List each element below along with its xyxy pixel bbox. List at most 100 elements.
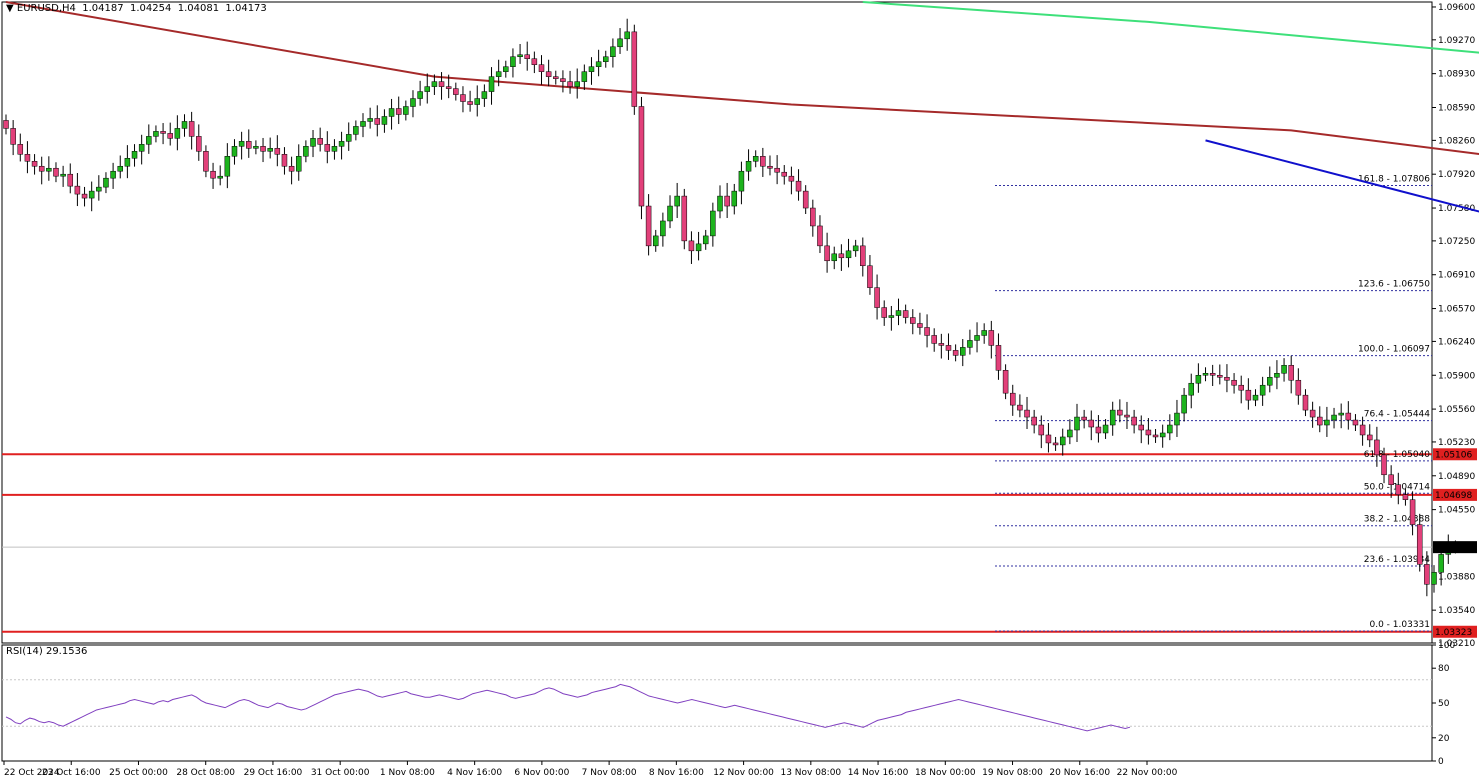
candle-bear bbox=[553, 76, 559, 79]
candle-bear bbox=[1388, 474, 1394, 485]
y-tick-label: 1.07250 bbox=[1438, 237, 1475, 247]
y-tick-label: 1.03540 bbox=[1438, 606, 1475, 616]
price-label-text: 1.05106 bbox=[1435, 450, 1472, 460]
candle-bull bbox=[1338, 412, 1344, 416]
x-tick-label: 8 Nov 16:00 bbox=[649, 768, 704, 778]
x-tick-label: 29 Oct 16:00 bbox=[244, 768, 303, 778]
price-label-box bbox=[1433, 488, 1477, 501]
candle-bear bbox=[1024, 409, 1030, 418]
candle-bull bbox=[895, 310, 902, 316]
candle-bull bbox=[117, 165, 123, 172]
main-panel-frame bbox=[1, 1, 1433, 644]
candle-bear bbox=[1017, 404, 1023, 411]
candle-bear bbox=[874, 287, 880, 308]
candle-bull bbox=[1181, 394, 1187, 414]
candle-bull bbox=[138, 144, 145, 152]
candle-bear bbox=[1224, 376, 1230, 381]
candle-bear bbox=[1374, 439, 1380, 456]
price-label-box bbox=[1433, 541, 1477, 554]
candle-bear bbox=[1416, 524, 1423, 565]
candle-bear bbox=[317, 138, 323, 145]
candle-bear bbox=[724, 195, 730, 207]
candle-bull bbox=[381, 116, 388, 125]
candle-bull bbox=[1274, 373, 1280, 378]
candle-bull bbox=[174, 128, 181, 139]
candle-bear bbox=[1095, 426, 1102, 434]
price-label-box bbox=[1433, 448, 1477, 461]
candle-bull bbox=[717, 195, 723, 212]
x-tick-label: 25 Oct 00:00 bbox=[109, 768, 168, 778]
candle-bear bbox=[524, 54, 530, 59]
y-tick-label: 1.06910 bbox=[1438, 271, 1475, 281]
candle-bull bbox=[238, 141, 245, 147]
x-tick-label: 18 Nov 00:00 bbox=[915, 768, 976, 778]
candle-bear bbox=[638, 106, 645, 207]
candle-bull bbox=[124, 158, 131, 167]
candle-bull bbox=[1174, 412, 1180, 426]
y-tick-label: 1.07580 bbox=[1438, 204, 1475, 214]
candle-bear bbox=[631, 31, 638, 107]
candle-bear bbox=[860, 245, 866, 267]
candle-bear bbox=[810, 207, 816, 227]
rsi-y-tick-label: 80 bbox=[1438, 664, 1450, 674]
candle-bear bbox=[395, 108, 402, 115]
rsi-y-tick-label: 0 bbox=[1438, 757, 1444, 767]
price-label-box bbox=[1433, 625, 1477, 638]
candle-bear bbox=[881, 307, 887, 318]
candle-bear bbox=[688, 240, 695, 252]
candle-bull bbox=[517, 54, 523, 57]
candle-bear bbox=[1238, 384, 1244, 391]
open-value: 1.04187 bbox=[82, 3, 124, 14]
candle-bear bbox=[1081, 416, 1087, 421]
x-tick-label: 13 Nov 08:00 bbox=[780, 768, 841, 778]
candle-bear bbox=[910, 317, 916, 324]
candle-bear bbox=[1366, 434, 1373, 441]
candle-bear bbox=[31, 161, 38, 167]
candle-bear bbox=[902, 310, 909, 318]
candle-bull bbox=[410, 98, 416, 107]
candle-bull bbox=[267, 148, 273, 152]
candle-bear bbox=[1031, 416, 1037, 426]
y-tick-label: 1.08590 bbox=[1438, 104, 1475, 114]
candle-bear bbox=[988, 330, 995, 346]
symbol-label: EURUSD,H4 bbox=[16, 3, 76, 14]
candle-bear bbox=[160, 131, 166, 134]
candle-bull bbox=[231, 146, 238, 157]
candle-bear bbox=[795, 180, 802, 192]
symbol-dropdown-icon[interactable]: ▼ bbox=[6, 3, 14, 14]
candle-bull bbox=[603, 56, 609, 62]
candle-bear bbox=[538, 64, 545, 72]
candle-bear bbox=[196, 136, 202, 152]
y-tick-label: 1.09600 bbox=[1438, 3, 1475, 13]
candle-bear bbox=[246, 141, 252, 149]
candle-bull bbox=[574, 81, 580, 87]
candle-bear bbox=[838, 253, 845, 259]
candle-bull bbox=[60, 173, 66, 177]
candle-bull bbox=[1159, 432, 1166, 438]
candle-bull bbox=[967, 340, 973, 348]
candle-bear bbox=[1245, 389, 1252, 401]
candle-bull bbox=[488, 76, 495, 92]
candle-bear bbox=[767, 165, 773, 169]
candle-bull bbox=[1188, 382, 1194, 396]
candle-bear bbox=[781, 171, 788, 177]
price-label-text: 1.04698 bbox=[1435, 491, 1472, 501]
candle-bear bbox=[1402, 494, 1409, 500]
candle-bull bbox=[1331, 414, 1337, 421]
candle-bull bbox=[1438, 554, 1444, 573]
x-tick-label: 1 Nov 08:00 bbox=[380, 768, 435, 778]
candle-bear bbox=[1381, 454, 1387, 476]
candle-bear bbox=[817, 225, 823, 247]
candle-bull bbox=[153, 131, 159, 137]
candle-bull bbox=[360, 121, 366, 127]
candle-bull bbox=[745, 161, 752, 172]
candle-bull bbox=[1259, 384, 1266, 396]
y-tick-label: 1.04550 bbox=[1438, 506, 1475, 516]
price-label-text: 1.04173 bbox=[1435, 543, 1472, 553]
candle-bull bbox=[1109, 409, 1116, 426]
candle-bear bbox=[260, 146, 266, 152]
candle-bear bbox=[1309, 409, 1316, 418]
candle-bear bbox=[274, 148, 281, 155]
candle-bear bbox=[1424, 564, 1430, 585]
